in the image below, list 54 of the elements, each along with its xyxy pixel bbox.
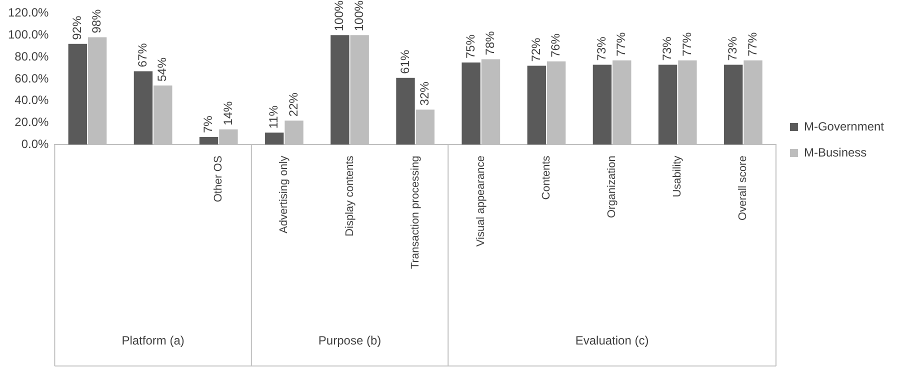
text: Purpose (b)	[318, 333, 382, 348]
legend-label: M-Business	[804, 145, 867, 160]
bar	[265, 132, 284, 145]
data-label: 32%	[417, 81, 432, 106]
data-label: 67%	[136, 42, 150, 68]
bar	[68, 44, 87, 145]
y-tick-label: 80.0%	[14, 49, 50, 64]
text: Evaluation (c)	[575, 333, 649, 348]
data-label: 22%	[286, 92, 300, 117]
data-label: 61%	[398, 50, 412, 74]
data-label: 72%	[528, 37, 543, 62]
data-label: 73%	[594, 36, 609, 61]
bar	[199, 137, 218, 145]
y-tick-label: 40.0%	[14, 93, 50, 108]
y-tick-label: 20.0%	[14, 115, 50, 130]
bar	[658, 64, 678, 145]
data-label: 73%	[660, 36, 674, 61]
bar	[396, 78, 415, 145]
x-tick-label: Other OS	[212, 156, 225, 202]
bar	[134, 71, 153, 145]
y-tick-label: 100.0%	[8, 27, 50, 42]
y-tick-label: 120.0%	[8, 6, 50, 20]
bar	[724, 64, 743, 145]
x-tick-label: Visual appearance	[474, 156, 487, 247]
data-label: 92%	[70, 16, 84, 40]
x-tick-label: Display contents	[344, 155, 356, 236]
data-label: 75%	[463, 34, 478, 59]
x-tick-label: Advertising only	[278, 155, 290, 234]
data-label: 100%	[332, 0, 346, 32]
data-label: 100%	[352, 0, 366, 32]
x-tick-label: Usability	[672, 155, 684, 198]
data-label: 77%	[680, 32, 694, 56]
data-label: 78%	[483, 30, 498, 56]
y-tick-label: 60.0%	[14, 71, 50, 86]
x-tick-label: Overall score	[737, 156, 750, 220]
x-tick-label: Transaction processing	[409, 156, 422, 270]
x-tick-label: Organization	[606, 156, 618, 218]
data-label: 98%	[90, 8, 104, 34]
data-label: 77%	[614, 32, 628, 56]
legend-label: M-Government	[804, 119, 885, 134]
data-label: 73%	[726, 36, 740, 61]
data-label: 54%	[155, 57, 170, 82]
y-tick-label: 0.0%	[21, 137, 50, 151]
data-label: 11%	[266, 105, 281, 129]
bar	[592, 64, 612, 145]
text: Platform (a)	[122, 333, 184, 348]
x-tick-label: Contents	[540, 155, 553, 200]
data-label: 7%	[201, 115, 216, 134]
bar	[527, 66, 546, 145]
data-label: 76%	[548, 33, 563, 58]
bar	[462, 62, 480, 145]
data-label: 14%	[220, 101, 235, 126]
data-label: 77%	[745, 32, 760, 56]
bar	[330, 35, 350, 145]
